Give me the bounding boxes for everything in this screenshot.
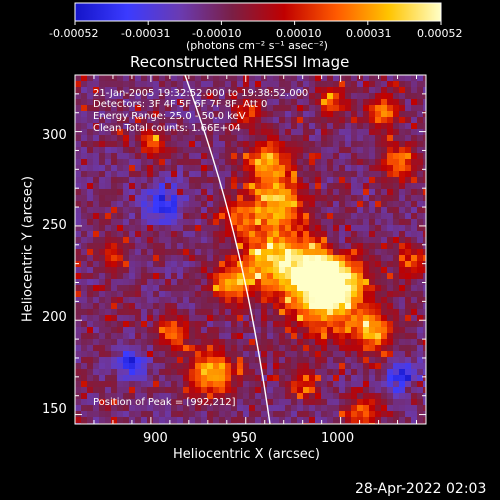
y-axis-label: Heliocentric Y (arcsec) <box>20 176 36 322</box>
y-tick-label: 200 <box>42 310 67 325</box>
colorbar-ticks <box>74 21 442 25</box>
plot-timestamp: 28-Apr-2022 02:03 <box>355 481 487 497</box>
colorbar-unit-label: (photons cm⁻² s⁻¹ asec⁻²) <box>186 39 328 52</box>
x-tick-label: 1000 <box>321 431 355 446</box>
info-line-energy: Energy Range: 25.0 - 50.0 keV <box>93 111 246 122</box>
info-line-detectors: Detectors: 3F 4F 5F 6F 7F 8F, Att 0 <box>93 99 268 110</box>
colorbar-tick-label: -0.00052 <box>49 27 99 40</box>
axis-ticks <box>74 74 426 424</box>
x-tick-label: 900 <box>143 431 168 446</box>
peak-position: Position of Peak = [992,212] <box>93 397 236 408</box>
colorbar <box>74 2 442 22</box>
info-line-clean: Clean Total counts: 1.66E+04 <box>93 123 241 134</box>
x-tick-label: 950 <box>232 431 257 446</box>
plot-frame <box>74 74 427 425</box>
image-map <box>75 75 426 424</box>
colorbar-tick-label: -0.00010 <box>192 27 242 40</box>
plot-title: Reconstructed RHESSI Image <box>130 53 350 71</box>
colorbar-tick-label: 0.00031 <box>346 27 392 40</box>
info-line-time: 21-Jan-2005 19:32:52.000 to 19:38:52.000 <box>93 88 309 99</box>
y-tick-label: 150 <box>42 402 67 417</box>
y-tick-label: 250 <box>42 218 67 233</box>
colorbar-tick-label: 0.00010 <box>276 27 322 40</box>
colorbar-tick-label: 0.00052 <box>417 27 463 40</box>
x-axis-label: Heliocentric X (arcsec) <box>173 447 320 462</box>
y-tick-label: 300 <box>42 128 67 143</box>
colorbar-tick-label: -0.00031 <box>121 27 171 40</box>
solar-limb-curve <box>184 75 271 424</box>
